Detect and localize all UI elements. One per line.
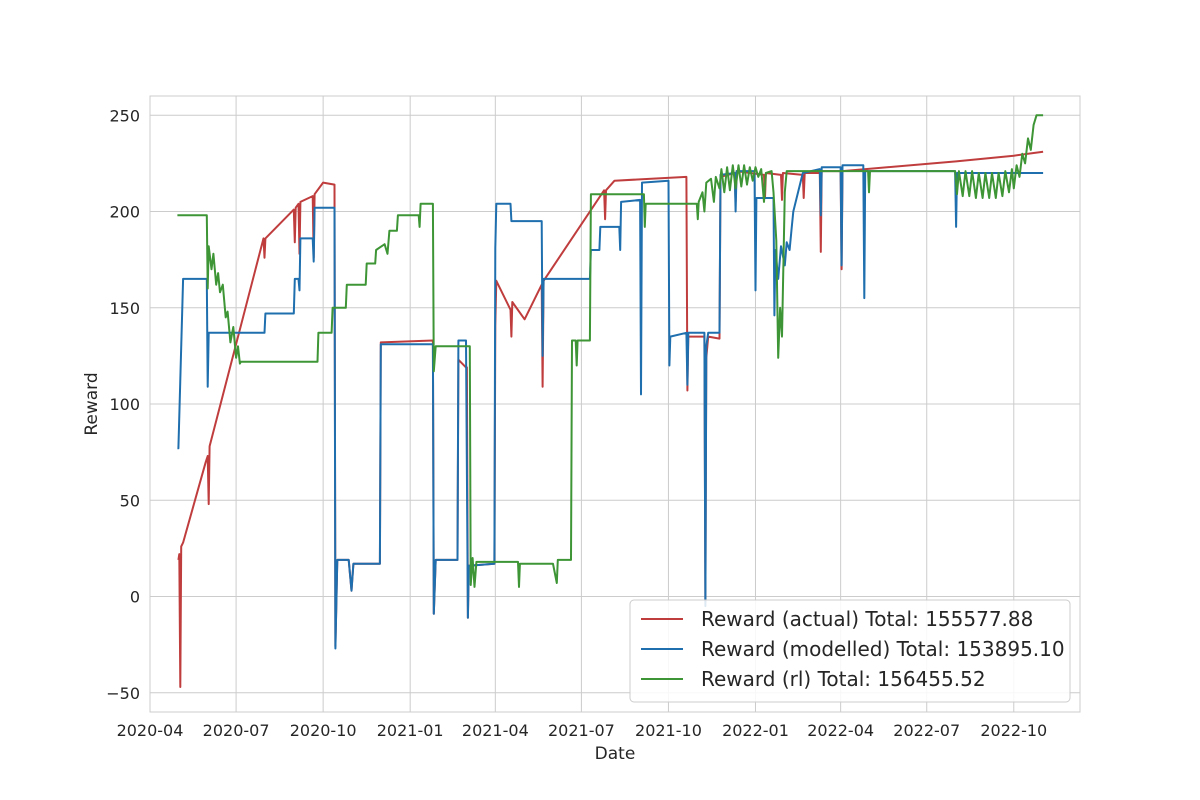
x-tick-label: 2020-04	[117, 721, 184, 740]
y-tick-label: 150	[109, 299, 140, 318]
series-line-1	[177, 164, 1044, 650]
x-tick-label: 2020-10	[290, 721, 357, 740]
x-tick-label: 2022-07	[893, 721, 960, 740]
x-tick-label: 2020-07	[203, 721, 270, 740]
y-tick-label: 100	[109, 395, 140, 414]
y-axis-title: Reward	[82, 372, 102, 435]
x-tick-label: 2021-10	[635, 721, 702, 740]
legend: Reward (actual) Total: 155577.88 Reward (…	[629, 599, 1071, 703]
legend-label-1: Reward (modelled) Total: 153895.10	[701, 637, 1065, 661]
x-tick-label: 2022-10	[980, 721, 1047, 740]
legend-label-0: Reward (actual) Total: 155577.88	[701, 607, 1033, 631]
legend-box	[629, 599, 1071, 703]
legend-label-2: Reward (rl) Total: 156455.52	[701, 667, 986, 691]
y-axis: −50 0 50 100 150 200 250	[106, 106, 140, 703]
x-tick-label: 2021-01	[377, 721, 444, 740]
x-axis: 2020-04 2020-07 2020-10 2021-01 2021-04 2021-…	[117, 721, 1048, 740]
x-tick-label: 2021-04	[462, 721, 529, 740]
x-axis-title: Date	[595, 744, 636, 764]
y-tick-label: 250	[109, 106, 140, 125]
y-tick-label: 200	[109, 203, 140, 222]
y-tick-label: 0	[130, 588, 140, 607]
series-line-2	[177, 114, 1044, 588]
x-tick-label: 2022-04	[807, 721, 874, 740]
series-layer	[177, 114, 1044, 688]
y-tick-label: 50	[120, 491, 140, 510]
series-line-0	[177, 150, 1044, 688]
y-tick-label: −50	[106, 684, 140, 703]
x-tick-label: 2022-01	[722, 721, 789, 740]
x-tick-label: 2021-07	[548, 721, 615, 740]
